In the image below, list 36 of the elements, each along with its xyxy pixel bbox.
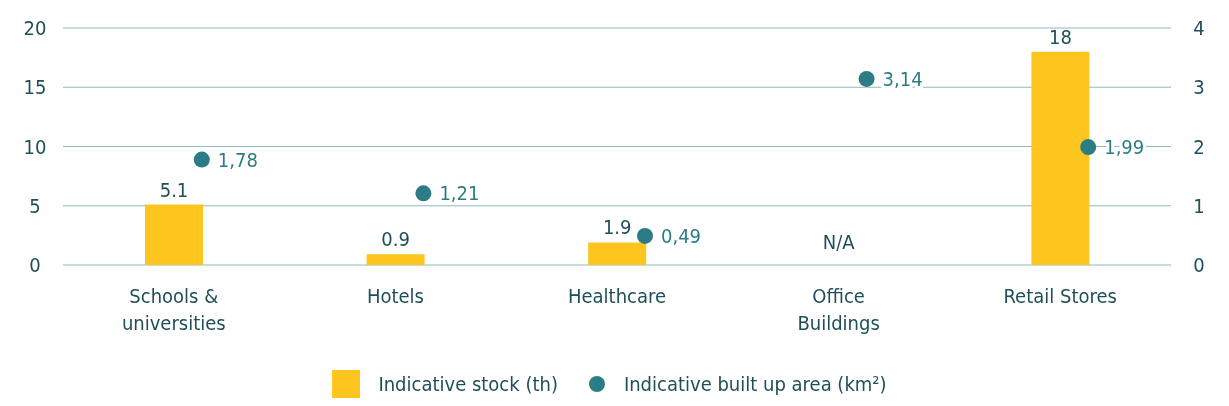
bar bbox=[588, 242, 647, 265]
y2-tick-label: 4 bbox=[1193, 16, 1205, 41]
data-label: 0.9 bbox=[381, 227, 410, 252]
y2-tick-label: 2 bbox=[1193, 134, 1205, 159]
text: N/A bbox=[822, 230, 855, 254]
point bbox=[415, 185, 432, 202]
x-tick-label: Retail Stores bbox=[1003, 284, 1117, 308]
data-label: 18 bbox=[1048, 24, 1072, 49]
bar bbox=[1031, 51, 1090, 265]
point bbox=[637, 227, 653, 244]
y-tick-label: 20 bbox=[23, 16, 47, 41]
data-label: 1,78 bbox=[217, 147, 258, 172]
y-tick-label: 15 bbox=[23, 75, 47, 100]
y2-tick-label: 1 bbox=[1193, 193, 1205, 218]
data-label: 3,14 bbox=[882, 66, 923, 91]
point bbox=[1080, 139, 1097, 156]
y2-tick-label: 0 bbox=[1193, 253, 1205, 278]
legend-label: Indicative stock (th) bbox=[378, 372, 558, 396]
x-tick-label: Healthcare bbox=[567, 284, 667, 308]
data-label: 1,99 bbox=[1104, 135, 1145, 160]
y-tick-label: 5 bbox=[29, 193, 41, 218]
bar bbox=[145, 204, 203, 265]
bar bbox=[366, 254, 425, 265]
legend-label: Indicative built up area (km²) bbox=[623, 372, 887, 396]
y-tick-label: 0 bbox=[29, 253, 41, 278]
y-tick-label: 10 bbox=[23, 134, 47, 159]
x-tick-label: Schools & universities bbox=[121, 284, 226, 335]
x-tick-label: Office Buildings bbox=[797, 284, 880, 335]
data-label: 5.1 bbox=[159, 177, 189, 202]
data-label: 1,21 bbox=[439, 181, 480, 206]
x-tick-label: Hotels bbox=[366, 284, 424, 308]
point bbox=[193, 151, 210, 168]
point bbox=[858, 70, 875, 87]
y2-tick-label: 3 bbox=[1193, 75, 1205, 100]
data-label: 0,49 bbox=[661, 223, 702, 248]
data-label: 1.9 bbox=[602, 215, 632, 240]
